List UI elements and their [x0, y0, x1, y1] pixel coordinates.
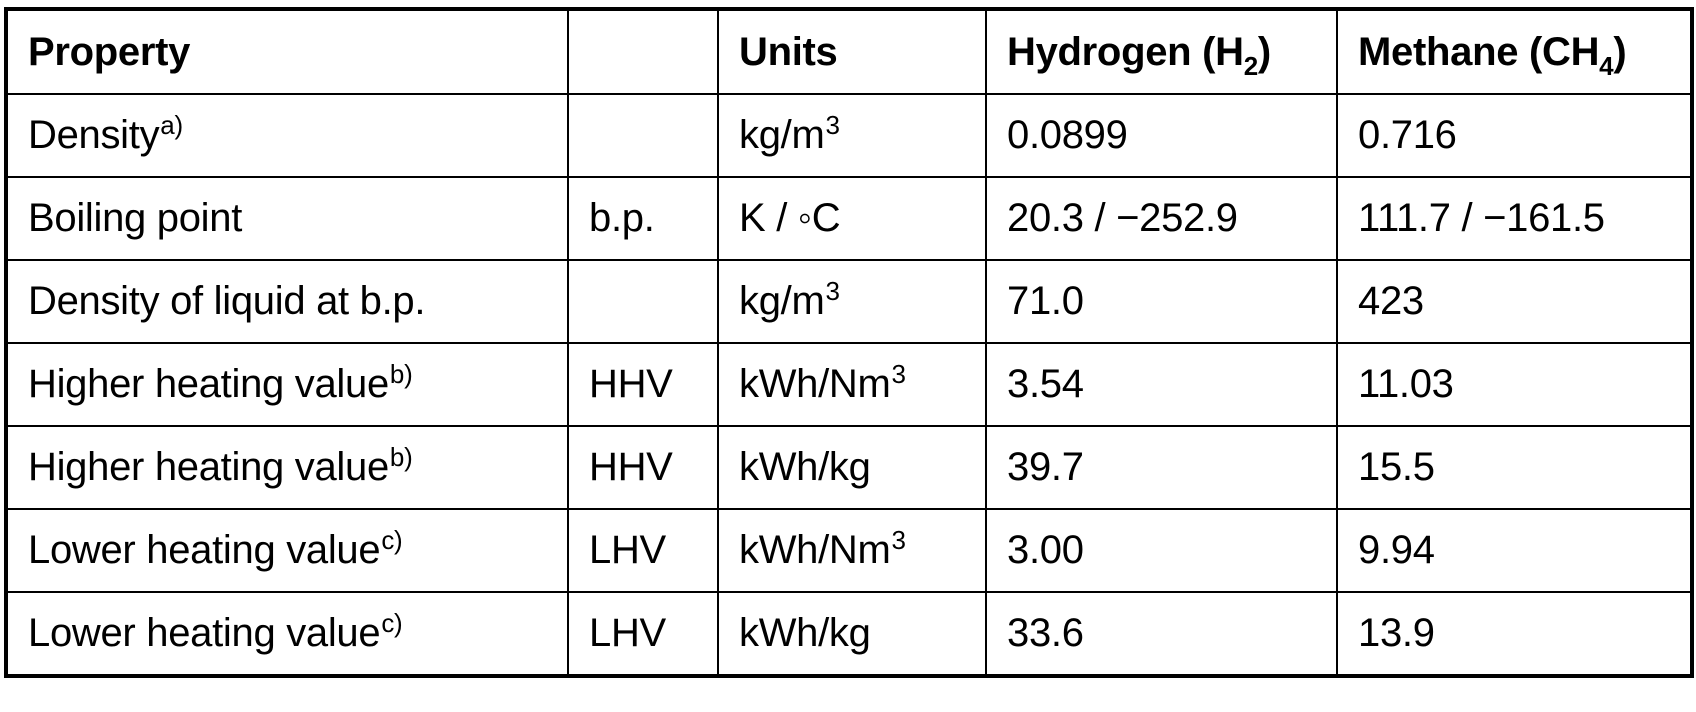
property-cell: Boiling point — [5, 176, 569, 261]
property-label: Higher heating value — [28, 362, 389, 406]
property-cell: Higher heating valueb) — [5, 425, 569, 510]
abbreviation-cell — [567, 93, 719, 178]
unit-exponent: 3 — [825, 110, 840, 140]
unit-exponent: 3 — [825, 276, 840, 306]
abbreviation-cell — [567, 259, 719, 344]
methane-value-cell: 423 — [1336, 259, 1693, 344]
abbreviation-cell: LHV — [567, 508, 719, 593]
header-hydrogen-subscript: 2 — [1243, 50, 1258, 81]
abbreviation-cell: LHV — [567, 591, 719, 677]
table-row: Density of liquid at b.p. kg/m3 71.0 423 — [5, 259, 1693, 344]
unit-cell: kg/m3 — [717, 93, 987, 178]
footnote-marker: b) — [389, 359, 413, 389]
unit-label: K / ◦C — [739, 196, 841, 240]
property-label: Density of liquid at b.p. — [28, 279, 426, 323]
unit-cell: kg/m3 — [717, 259, 987, 344]
unit-label: kWh/Nm — [739, 362, 891, 406]
unit-cell: K / ◦C — [717, 176, 987, 261]
methane-value-cell: 11.03 — [1336, 342, 1693, 427]
property-label: Boiling point — [28, 196, 243, 240]
header-units: Units — [717, 7, 987, 95]
hydrogen-value-cell: 0.0899 — [985, 93, 1338, 178]
hydrogen-value-cell: 39.7 — [985, 425, 1338, 510]
hydrogen-value-cell: 71.0 — [985, 259, 1338, 344]
footnote-marker: c) — [381, 525, 403, 555]
table-row: Lower heating valuec) LHV kWh/kg 33.6 13… — [5, 591, 1693, 677]
hydrogen-value-cell: 3.00 — [985, 508, 1338, 593]
hydrogen-value-cell: 33.6 — [985, 591, 1338, 677]
unit-cell: kWh/kg — [717, 425, 987, 510]
abbreviation-cell: HHV — [567, 342, 719, 427]
footnote-marker: b) — [389, 442, 413, 472]
table-row: Densitya) kg/m3 0.0899 0.716 — [5, 93, 1693, 178]
header-abbreviation — [567, 7, 719, 95]
property-table-container: Property Units Hydrogen (H2) Methane (CH… — [4, 7, 1694, 678]
footnote-marker: a) — [160, 110, 183, 140]
unit-label: kWh/kg — [739, 445, 871, 489]
methane-value-cell: 15.5 — [1336, 425, 1693, 510]
unit-cell: kWh/kg — [717, 591, 987, 677]
header-property: Property — [5, 7, 569, 95]
unit-label: kg/m — [739, 113, 825, 157]
unit-cell: kWh/Nm3 — [717, 342, 987, 427]
hydrogen-value-cell: 20.3 / −252.9 — [985, 176, 1338, 261]
property-cell: Lower heating valuec) — [5, 508, 569, 593]
unit-cell: kWh/Nm3 — [717, 508, 987, 593]
property-cell: Lower heating valuec) — [5, 591, 569, 677]
table-row: Boiling point b.p. K / ◦C 20.3 / −252.9 … — [5, 176, 1693, 261]
header-methane-subscript: 4 — [1599, 50, 1614, 81]
unit-label: kWh/Nm — [739, 528, 891, 572]
header-methane-close: ) — [1613, 29, 1627, 74]
methane-value-cell: 0.716 — [1336, 93, 1693, 178]
header-hydrogen-close: ) — [1257, 29, 1271, 74]
abbreviation-cell: b.p. — [567, 176, 719, 261]
header-hydrogen-text: Hydrogen (H — [1007, 29, 1244, 74]
header-methane: Methane (CH4) — [1336, 7, 1693, 95]
table-row: Lower heating valuec) LHV kWh/Nm3 3.00 9… — [5, 508, 1693, 593]
methane-value-cell: 111.7 / −161.5 — [1336, 176, 1693, 261]
unit-exponent: 3 — [891, 525, 906, 555]
table-row: Higher heating valueb) HHV kWh/kg 39.7 1… — [5, 425, 1693, 510]
table-row: Higher heating valueb) HHV kWh/Nm3 3.54 … — [5, 342, 1693, 427]
hydrogen-value-cell: 3.54 — [985, 342, 1338, 427]
unit-exponent: 3 — [891, 359, 906, 389]
property-cell: Higher heating valueb) — [5, 342, 569, 427]
property-cell: Density of liquid at b.p. — [5, 259, 569, 344]
property-table: Property Units Hydrogen (H2) Methane (CH… — [4, 7, 1694, 678]
property-cell: Densitya) — [5, 93, 569, 178]
property-label: Higher heating value — [28, 445, 389, 489]
property-label: Density — [28, 113, 160, 157]
property-label: Lower heating value — [28, 528, 381, 572]
abbreviation-cell: HHV — [567, 425, 719, 510]
footnote-marker: c) — [381, 608, 403, 638]
header-methane-text: Methane (CH — [1358, 29, 1600, 74]
methane-value-cell: 9.94 — [1336, 508, 1693, 593]
header-row: Property Units Hydrogen (H2) Methane (CH… — [5, 7, 1693, 95]
unit-label: kWh/kg — [739, 611, 871, 655]
property-label: Lower heating value — [28, 611, 381, 655]
header-hydrogen: Hydrogen (H2) — [985, 7, 1338, 95]
methane-value-cell: 13.9 — [1336, 591, 1693, 677]
unit-label: kg/m — [739, 279, 825, 323]
